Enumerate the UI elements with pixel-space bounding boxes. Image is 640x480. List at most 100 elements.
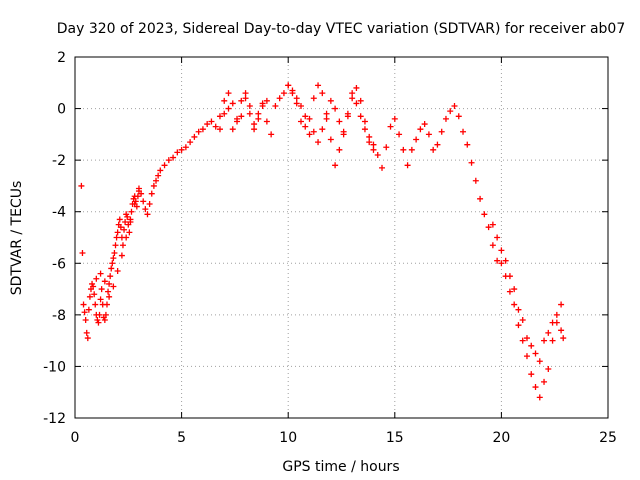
data-point <box>114 268 121 275</box>
data-point <box>523 353 530 360</box>
data-point <box>216 113 223 120</box>
data-point <box>91 291 98 298</box>
data-point <box>310 128 317 135</box>
data-point <box>447 108 454 115</box>
data-point <box>246 110 253 117</box>
data-point <box>494 257 501 264</box>
data-point <box>251 126 258 133</box>
data-point <box>124 213 131 220</box>
data-point <box>541 337 548 344</box>
data-point <box>246 102 253 109</box>
y-tick-label: -6 <box>52 256 66 272</box>
data-point <box>302 123 309 130</box>
series-group <box>93 82 565 365</box>
data-point <box>255 115 262 122</box>
data-point <box>327 97 334 104</box>
data-point <box>353 84 360 91</box>
data-point <box>191 133 198 140</box>
data-point <box>481 211 488 218</box>
data-point <box>148 190 155 197</box>
data-point <box>216 126 223 133</box>
data-point <box>78 182 85 189</box>
data-point <box>187 139 194 146</box>
data-point <box>102 311 109 318</box>
data-point <box>498 247 505 254</box>
data-point <box>315 82 322 89</box>
data-point <box>170 154 177 161</box>
y-tick-label: 2 <box>57 50 66 66</box>
data-point <box>417 126 424 133</box>
data-point <box>515 322 522 329</box>
data-point <box>251 121 258 128</box>
data-point <box>315 139 322 146</box>
data-point <box>112 242 119 249</box>
data-point <box>221 110 228 117</box>
data-point <box>84 335 91 342</box>
data-point <box>361 118 368 125</box>
data-point <box>123 234 130 241</box>
data-point <box>306 131 313 138</box>
data-point <box>225 105 232 112</box>
data-point <box>387 123 394 130</box>
data-point <box>157 167 164 174</box>
data-point <box>549 337 556 344</box>
data-point <box>289 90 296 97</box>
data-point <box>536 394 543 401</box>
data-point <box>370 141 377 148</box>
data-point <box>110 283 117 290</box>
data-point <box>374 151 381 158</box>
data-point <box>229 100 236 107</box>
data-point <box>80 301 87 308</box>
data-point <box>118 252 125 259</box>
data-point <box>119 242 126 249</box>
data-point <box>106 293 113 300</box>
data-point <box>306 115 313 122</box>
data-point <box>344 110 351 117</box>
data-point <box>107 273 114 280</box>
data-point <box>353 100 360 107</box>
data-point <box>178 146 185 153</box>
data-point <box>82 317 89 324</box>
data-point <box>95 319 102 326</box>
data-point <box>523 335 530 342</box>
y-tick-label: -4 <box>52 205 66 221</box>
x-tick-label: 10 <box>279 430 297 446</box>
data-point <box>122 219 129 226</box>
data-point <box>242 95 249 102</box>
data-point <box>131 200 138 207</box>
data-point <box>485 224 492 231</box>
data-point <box>142 206 149 213</box>
data-point <box>425 131 432 138</box>
data-point <box>234 115 241 122</box>
y-tick-label: -2 <box>52 153 66 169</box>
x-tick-label: 25 <box>599 430 617 446</box>
data-point <box>81 309 88 316</box>
y-tick-label: -8 <box>52 308 66 324</box>
data-point <box>545 366 552 373</box>
data-point <box>150 182 157 189</box>
data-point <box>489 221 496 228</box>
data-point <box>263 97 270 104</box>
data-points <box>78 82 567 401</box>
y-axis-label: SDTVAR / TECUs <box>9 181 25 296</box>
data-point <box>90 283 97 290</box>
data-point <box>323 115 330 122</box>
data-point <box>97 270 104 277</box>
data-point <box>86 293 93 300</box>
data-point <box>455 113 462 120</box>
data-point <box>506 288 513 295</box>
data-point <box>238 113 245 120</box>
data-point <box>451 102 458 109</box>
data-point <box>93 275 100 282</box>
data-point <box>396 131 403 138</box>
data-point <box>155 172 162 179</box>
data-point <box>421 121 428 128</box>
data-point <box>332 162 339 169</box>
data-point <box>536 358 543 365</box>
data-point <box>242 90 249 97</box>
data-point <box>146 200 153 207</box>
data-point <box>506 273 513 280</box>
data-point <box>553 311 560 318</box>
data-point <box>285 82 292 89</box>
